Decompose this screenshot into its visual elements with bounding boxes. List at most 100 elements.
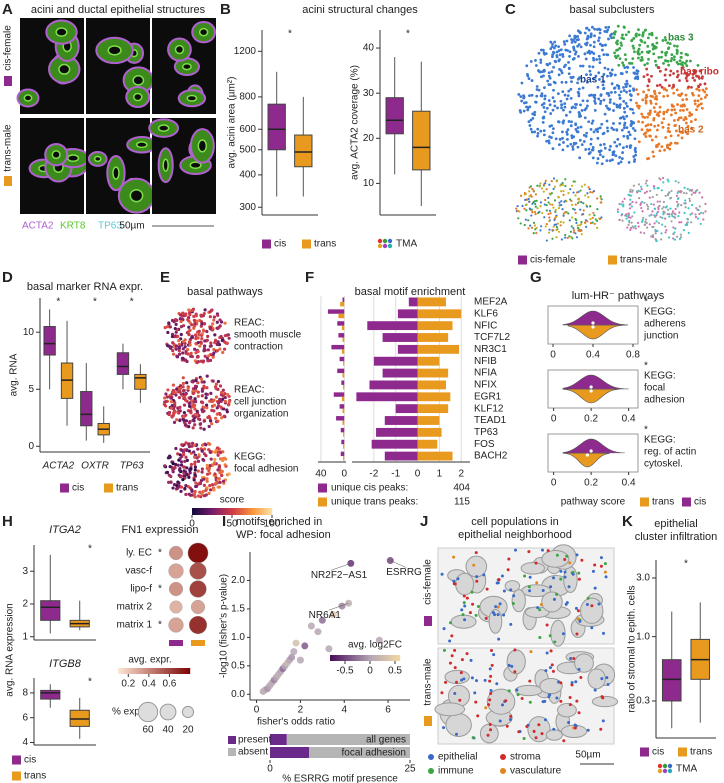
umap-cell bbox=[202, 427, 206, 431]
umap-cell bbox=[632, 46, 636, 50]
umap-cell bbox=[686, 187, 689, 190]
umap-cell bbox=[585, 41, 589, 45]
umap-cell bbox=[637, 47, 641, 51]
colorbar-step bbox=[372, 655, 375, 661]
umap-cell bbox=[630, 61, 634, 65]
colorbar-step bbox=[390, 655, 393, 661]
umap-cell bbox=[533, 199, 537, 203]
umap-cell bbox=[564, 178, 567, 181]
umap-cell bbox=[591, 191, 594, 194]
umap-cell bbox=[193, 455, 197, 459]
colorbar-tick-label: 50 bbox=[226, 519, 238, 530]
umap-cell bbox=[193, 462, 197, 466]
umap-cell bbox=[691, 91, 694, 95]
umap-cell bbox=[633, 50, 636, 54]
umap-cell bbox=[546, 79, 550, 83]
size-key bbox=[137, 701, 159, 723]
umap-cell bbox=[643, 201, 646, 204]
umap-cell bbox=[181, 376, 185, 380]
umap-cell bbox=[202, 312, 206, 316]
umap-cell bbox=[633, 137, 637, 141]
umap-cell bbox=[622, 85, 625, 89]
umap-cell bbox=[563, 105, 567, 109]
point bbox=[301, 642, 309, 650]
umap-cell bbox=[587, 196, 590, 199]
umap-cell bbox=[654, 228, 657, 232]
umap-cell bbox=[686, 53, 689, 57]
umap-cell bbox=[632, 71, 636, 75]
umap-cell bbox=[656, 123, 660, 127]
umap-cell bbox=[669, 134, 673, 138]
significance: * bbox=[88, 677, 92, 688]
y-tick-label: 0.0 bbox=[231, 689, 245, 700]
umap-cell bbox=[640, 50, 644, 54]
umap-cell bbox=[621, 151, 624, 154]
umap-cell bbox=[209, 457, 213, 461]
umap-cell bbox=[543, 203, 546, 206]
umap-cell bbox=[188, 471, 192, 475]
umap-cell bbox=[208, 488, 213, 492]
umap-cell bbox=[603, 112, 607, 116]
bar bbox=[417, 309, 462, 319]
umap-cell bbox=[188, 468, 192, 472]
umap-cell bbox=[583, 183, 586, 186]
umap-cell bbox=[191, 414, 195, 418]
significance: * bbox=[130, 297, 134, 308]
umap-cell bbox=[616, 54, 620, 58]
cell bbox=[603, 562, 607, 566]
motif-label: NR3C1 bbox=[474, 344, 507, 355]
umap-cell bbox=[527, 77, 531, 80]
umap-cell bbox=[167, 322, 171, 326]
umap-cell bbox=[166, 388, 170, 392]
umap-cell bbox=[630, 221, 633, 224]
umap-cell bbox=[601, 132, 605, 136]
colorbar-step bbox=[160, 668, 163, 674]
umap-cell bbox=[634, 224, 637, 228]
lumen bbox=[66, 154, 80, 163]
row-label: cis-female bbox=[423, 559, 434, 605]
umap-cell bbox=[188, 401, 192, 405]
umap-cell bbox=[640, 206, 643, 210]
umap-cell bbox=[216, 468, 220, 472]
lumen bbox=[198, 27, 209, 37]
umap-cell bbox=[168, 454, 172, 458]
cell bbox=[528, 679, 532, 683]
umap-cell bbox=[534, 205, 537, 208]
umap-cell bbox=[194, 400, 198, 404]
umap-cell bbox=[665, 229, 668, 232]
umap-cell bbox=[662, 181, 665, 184]
umap-cell bbox=[618, 96, 622, 100]
count-bar bbox=[341, 439, 345, 445]
umap-cell bbox=[165, 470, 170, 474]
umap-cell bbox=[527, 219, 530, 222]
umap-cell bbox=[668, 130, 672, 134]
umap-cell bbox=[173, 326, 177, 331]
umap-cell bbox=[542, 102, 546, 105]
umap-cell bbox=[689, 213, 692, 216]
umap-cell bbox=[207, 354, 211, 358]
umap-cell bbox=[200, 387, 205, 391]
umap-cell bbox=[659, 215, 662, 219]
y-tick-label: 1.0 bbox=[231, 632, 245, 643]
umap-cell bbox=[552, 88, 555, 92]
colorbar-step bbox=[192, 508, 195, 515]
cell bbox=[492, 653, 496, 657]
colorbar-step bbox=[132, 668, 135, 674]
umap-cell bbox=[600, 201, 603, 204]
umap-cell bbox=[214, 481, 218, 485]
colorbar-tick-label: -0.5 bbox=[336, 666, 354, 677]
umap-cell bbox=[695, 207, 698, 210]
umap-cell bbox=[685, 72, 689, 76]
legend-dot bbox=[428, 754, 434, 760]
umap-cell bbox=[664, 194, 667, 197]
umap-cell bbox=[675, 48, 679, 52]
umap-cell bbox=[194, 379, 198, 383]
colorbar-step bbox=[382, 655, 385, 661]
umap-cell bbox=[671, 210, 675, 213]
panel-label: G bbox=[530, 269, 542, 286]
umap-cell bbox=[585, 80, 589, 84]
umap-cell bbox=[211, 379, 215, 383]
umap-cell bbox=[573, 106, 577, 110]
umap-cell bbox=[656, 229, 659, 233]
umap-cell bbox=[667, 208, 670, 211]
